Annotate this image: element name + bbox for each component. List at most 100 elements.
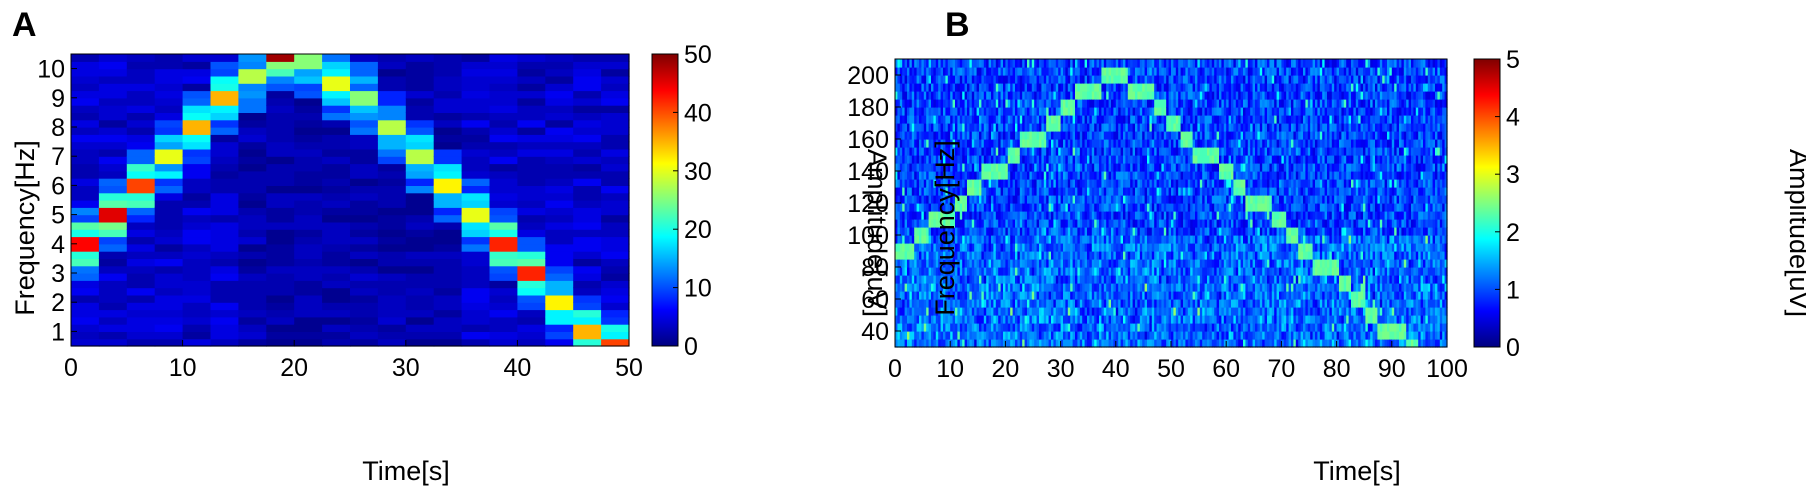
heatmap-cell [899,91,903,100]
heatmap-cell [1130,243,1134,252]
heatmap-cell [926,59,930,68]
heatmap-cell [969,219,973,228]
heatmap-cell [1003,227,1006,236]
heatmap-cell [904,243,908,252]
heatmap-cell [904,75,908,84]
heatmap-cell [1087,107,1090,116]
heatmap-cell [1075,219,1078,228]
heatmap-cell [981,147,985,156]
heatmap-cell [933,99,937,108]
heatmap-cell [1163,315,1167,324]
heatmap-cell [1075,267,1078,276]
heatmap-cell [921,139,925,148]
heatmap-cell [1067,195,1071,204]
heatmap-cell [1077,139,1081,148]
heatmap-cell [1166,259,1170,268]
heatmap-cell [1101,339,1105,348]
heatmap-cell [1125,131,1129,140]
heatmap-cell [1111,147,1114,156]
heatmap-cell [1000,291,1004,300]
heatmap-cell [969,203,973,212]
heatmap-cell [1127,171,1131,180]
heatmap-cell [405,156,435,165]
heatmap-cell [489,251,518,259]
heatmap-cell [1055,195,1059,204]
heatmap-cell [923,131,927,140]
heatmap-cell [1135,331,1138,340]
heatmap-cell [988,115,992,124]
heatmap-cell [1130,283,1134,292]
heatmap-cell [988,339,992,348]
heatmap-cell [969,171,973,180]
heatmap-cell [904,107,908,116]
heatmap-cell [895,59,898,68]
heatmap-cell [1087,323,1090,332]
heatmap-cell [1103,275,1107,284]
heatmap-cell [1091,59,1095,68]
heatmap-cell [935,83,939,92]
heatmap-cell [154,287,184,296]
heatmap-cell [545,229,574,238]
heatmap-cell [981,267,985,276]
heatmap-cell [1058,315,1062,324]
heatmap-cell [601,83,630,92]
heatmap-cell [1024,131,1028,140]
heatmap-cell [938,83,942,92]
heatmap-cell [1161,307,1165,316]
heatmap-cell [1163,107,1167,116]
heatmap-cell [405,192,435,201]
heatmap-cell [1096,243,1100,252]
heatmap-cell [433,265,463,274]
heatmap-cell [126,324,156,332]
heatmap-cell [1091,99,1095,108]
heatmap-cell [1151,179,1155,188]
heatmap-cell [1065,59,1069,68]
heatmap-cell [433,68,463,77]
heatmap-cell [1024,203,1028,212]
heatmap-cell [926,171,930,180]
heatmap-cell [350,287,379,296]
heatmap-cell [1051,107,1054,116]
heatmap-cell [517,61,546,70]
heatmap-cell [1125,267,1129,276]
heatmap-cell [1067,227,1071,236]
heatmap-cell [979,59,982,68]
heatmap-cell [1000,251,1004,260]
heatmap-cell [266,316,295,325]
heatmap-cell [573,97,602,106]
heatmap-cell [926,275,930,284]
heatmap-cell [1012,179,1016,188]
heatmap-cell [914,171,918,180]
heatmap-cell [914,227,918,236]
heatmap-cell [1091,187,1095,196]
heatmap-cell [1113,259,1117,268]
heatmap-cell [1065,203,1069,212]
heatmap-cell [377,221,407,230]
heatmap-cell [1019,283,1023,292]
heatmap-cell [1111,75,1114,84]
heatmap-cell [1168,275,1172,284]
heatmap-cell [1115,171,1119,180]
heatmap-cell [238,331,267,340]
heatmap-cell [921,307,925,316]
heatmap-cell [1101,123,1105,132]
heatmap-cell [98,61,128,70]
heatmap-cell [1168,123,1172,132]
heatmap-cell [1053,307,1057,316]
heatmap-cell [1079,147,1083,156]
heatmap-cell [902,267,906,276]
heatmap-cell [1012,67,1016,76]
heatmap-cell [895,283,898,292]
heatmap-cell [1091,171,1095,180]
heatmap-cell [1111,91,1114,100]
heatmap-cell [1139,171,1143,180]
heatmap-cell [964,147,968,156]
heatmap-cell [1168,331,1172,340]
heatmap-cell [1075,339,1078,348]
heatmap-cell [1067,307,1071,316]
heatmap-cell [1087,235,1090,244]
heatmap-cell [897,147,901,156]
heatmap-cell [1108,163,1112,172]
heatmap-cell [904,115,908,124]
heatmap-cell [940,315,944,324]
